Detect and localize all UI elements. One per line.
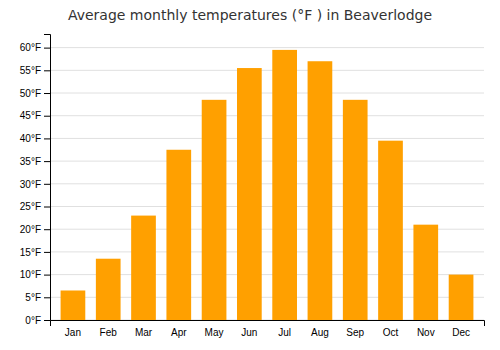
x-axis: Jan Feb Mar Apr May Jun Jul Aug Sep Oct Nov Dec [51, 321, 485, 339]
tick-label: 45°F [20, 110, 41, 121]
bar [308, 61, 333, 320]
grid-line [50, 138, 484, 139]
tick-label: 10°F [20, 269, 41, 280]
tick-mark [44, 297, 50, 298]
tick-mark [44, 207, 50, 208]
grid-line [50, 183, 484, 184]
tick-label: 50°F [20, 88, 41, 99]
tick-mark [44, 93, 50, 94]
tick: Mar [135, 327, 153, 338]
title: Average monthly temperatures (°F ) in Be… [68, 7, 432, 23]
grid-line [50, 47, 484, 48]
tick-label: Nov [417, 327, 435, 338]
grid-line [50, 206, 484, 207]
tick: 60°F [20, 42, 50, 53]
axis-domain [51, 321, 485, 327]
grid-line [50, 115, 484, 116]
tick-label: 55°F [20, 65, 41, 76]
grid-line [50, 70, 484, 71]
tick-label: 15°F [20, 247, 41, 258]
tick: 35°F [20, 156, 50, 167]
tick-label: Jun [241, 327, 257, 338]
tick: 15°F [20, 247, 50, 258]
tick: Jan [65, 327, 81, 338]
tick-label: 40°F [20, 133, 41, 144]
tick: Jun [241, 327, 257, 338]
grid [50, 48, 484, 320]
tick-label: 30°F [20, 179, 41, 190]
tick: 25°F [20, 201, 50, 212]
tick-label: May [205, 327, 224, 338]
grid-line [50, 161, 484, 162]
tick-mark [44, 275, 50, 276]
tick-label: Dec [452, 327, 470, 338]
tick-label: Mar [135, 327, 153, 338]
tick-label: 20°F [20, 224, 41, 235]
tick: Jul [278, 327, 291, 338]
chart: 0°F 5°F 10°F 15°F 20°F 25°F 30°F 35°F 40°F 45°F 50… [0, 0, 500, 350]
bar [413, 225, 438, 320]
tick-label: Jul [278, 327, 291, 338]
tick-label: 60°F [20, 42, 41, 53]
tick: 50°F [20, 88, 50, 99]
tick: Dec [452, 327, 470, 338]
tick: 5°F [25, 292, 50, 303]
tick-label: Jan [65, 327, 81, 338]
tick-mark [44, 184, 50, 185]
bar [237, 68, 262, 320]
grid-line [50, 93, 484, 94]
tick: 0°F [25, 315, 50, 326]
tick: Oct [383, 327, 399, 338]
bar [131, 216, 156, 320]
tick: Aug [311, 327, 329, 338]
tick: 20°F [20, 224, 50, 235]
tick-mark [44, 229, 50, 230]
tick-label: 5°F [25, 292, 41, 303]
bar [202, 100, 227, 320]
bar [449, 275, 474, 320]
bar [272, 50, 297, 320]
tick-mark [44, 48, 50, 49]
bar [343, 100, 368, 320]
tick-mark [44, 116, 50, 117]
bar [96, 259, 121, 320]
tick: Feb [100, 327, 118, 338]
tick: 55°F [20, 65, 50, 76]
tick-label: Aug [311, 327, 329, 338]
tick-label: 25°F [20, 201, 41, 212]
tick: 45°F [20, 110, 50, 121]
tick-label: Oct [383, 327, 399, 338]
tick: 40°F [20, 133, 50, 144]
tick-mark [44, 252, 50, 253]
bar [61, 290, 86, 320]
bars [61, 50, 474, 320]
tick-mark [44, 70, 50, 71]
axis-domain [44, 35, 51, 321]
tick: May [205, 327, 224, 338]
tick-label: Feb [100, 327, 118, 338]
tick: 10°F [20, 269, 50, 280]
tick-mark [44, 138, 50, 139]
bar [166, 150, 191, 320]
plot: 0°F 5°F 10°F 15°F 20°F 25°F 30°F 35°F 40°F 45°F 50… [20, 35, 485, 339]
tick: Sep [346, 327, 364, 338]
tick-label: Sep [346, 327, 364, 338]
tick-mark [44, 161, 50, 162]
tick-label: 0°F [25, 315, 41, 326]
tick-label: Apr [171, 327, 187, 338]
tick: Apr [171, 327, 187, 338]
y-axis: 0°F 5°F 10°F 15°F 20°F 25°F 30°F 35°F 40°F 45°F 50… [20, 35, 51, 326]
tick-label: 35°F [20, 156, 41, 167]
bar [378, 141, 403, 320]
tick-mark [44, 320, 50, 321]
tick: Nov [417, 327, 435, 338]
tick: 30°F [20, 179, 50, 190]
